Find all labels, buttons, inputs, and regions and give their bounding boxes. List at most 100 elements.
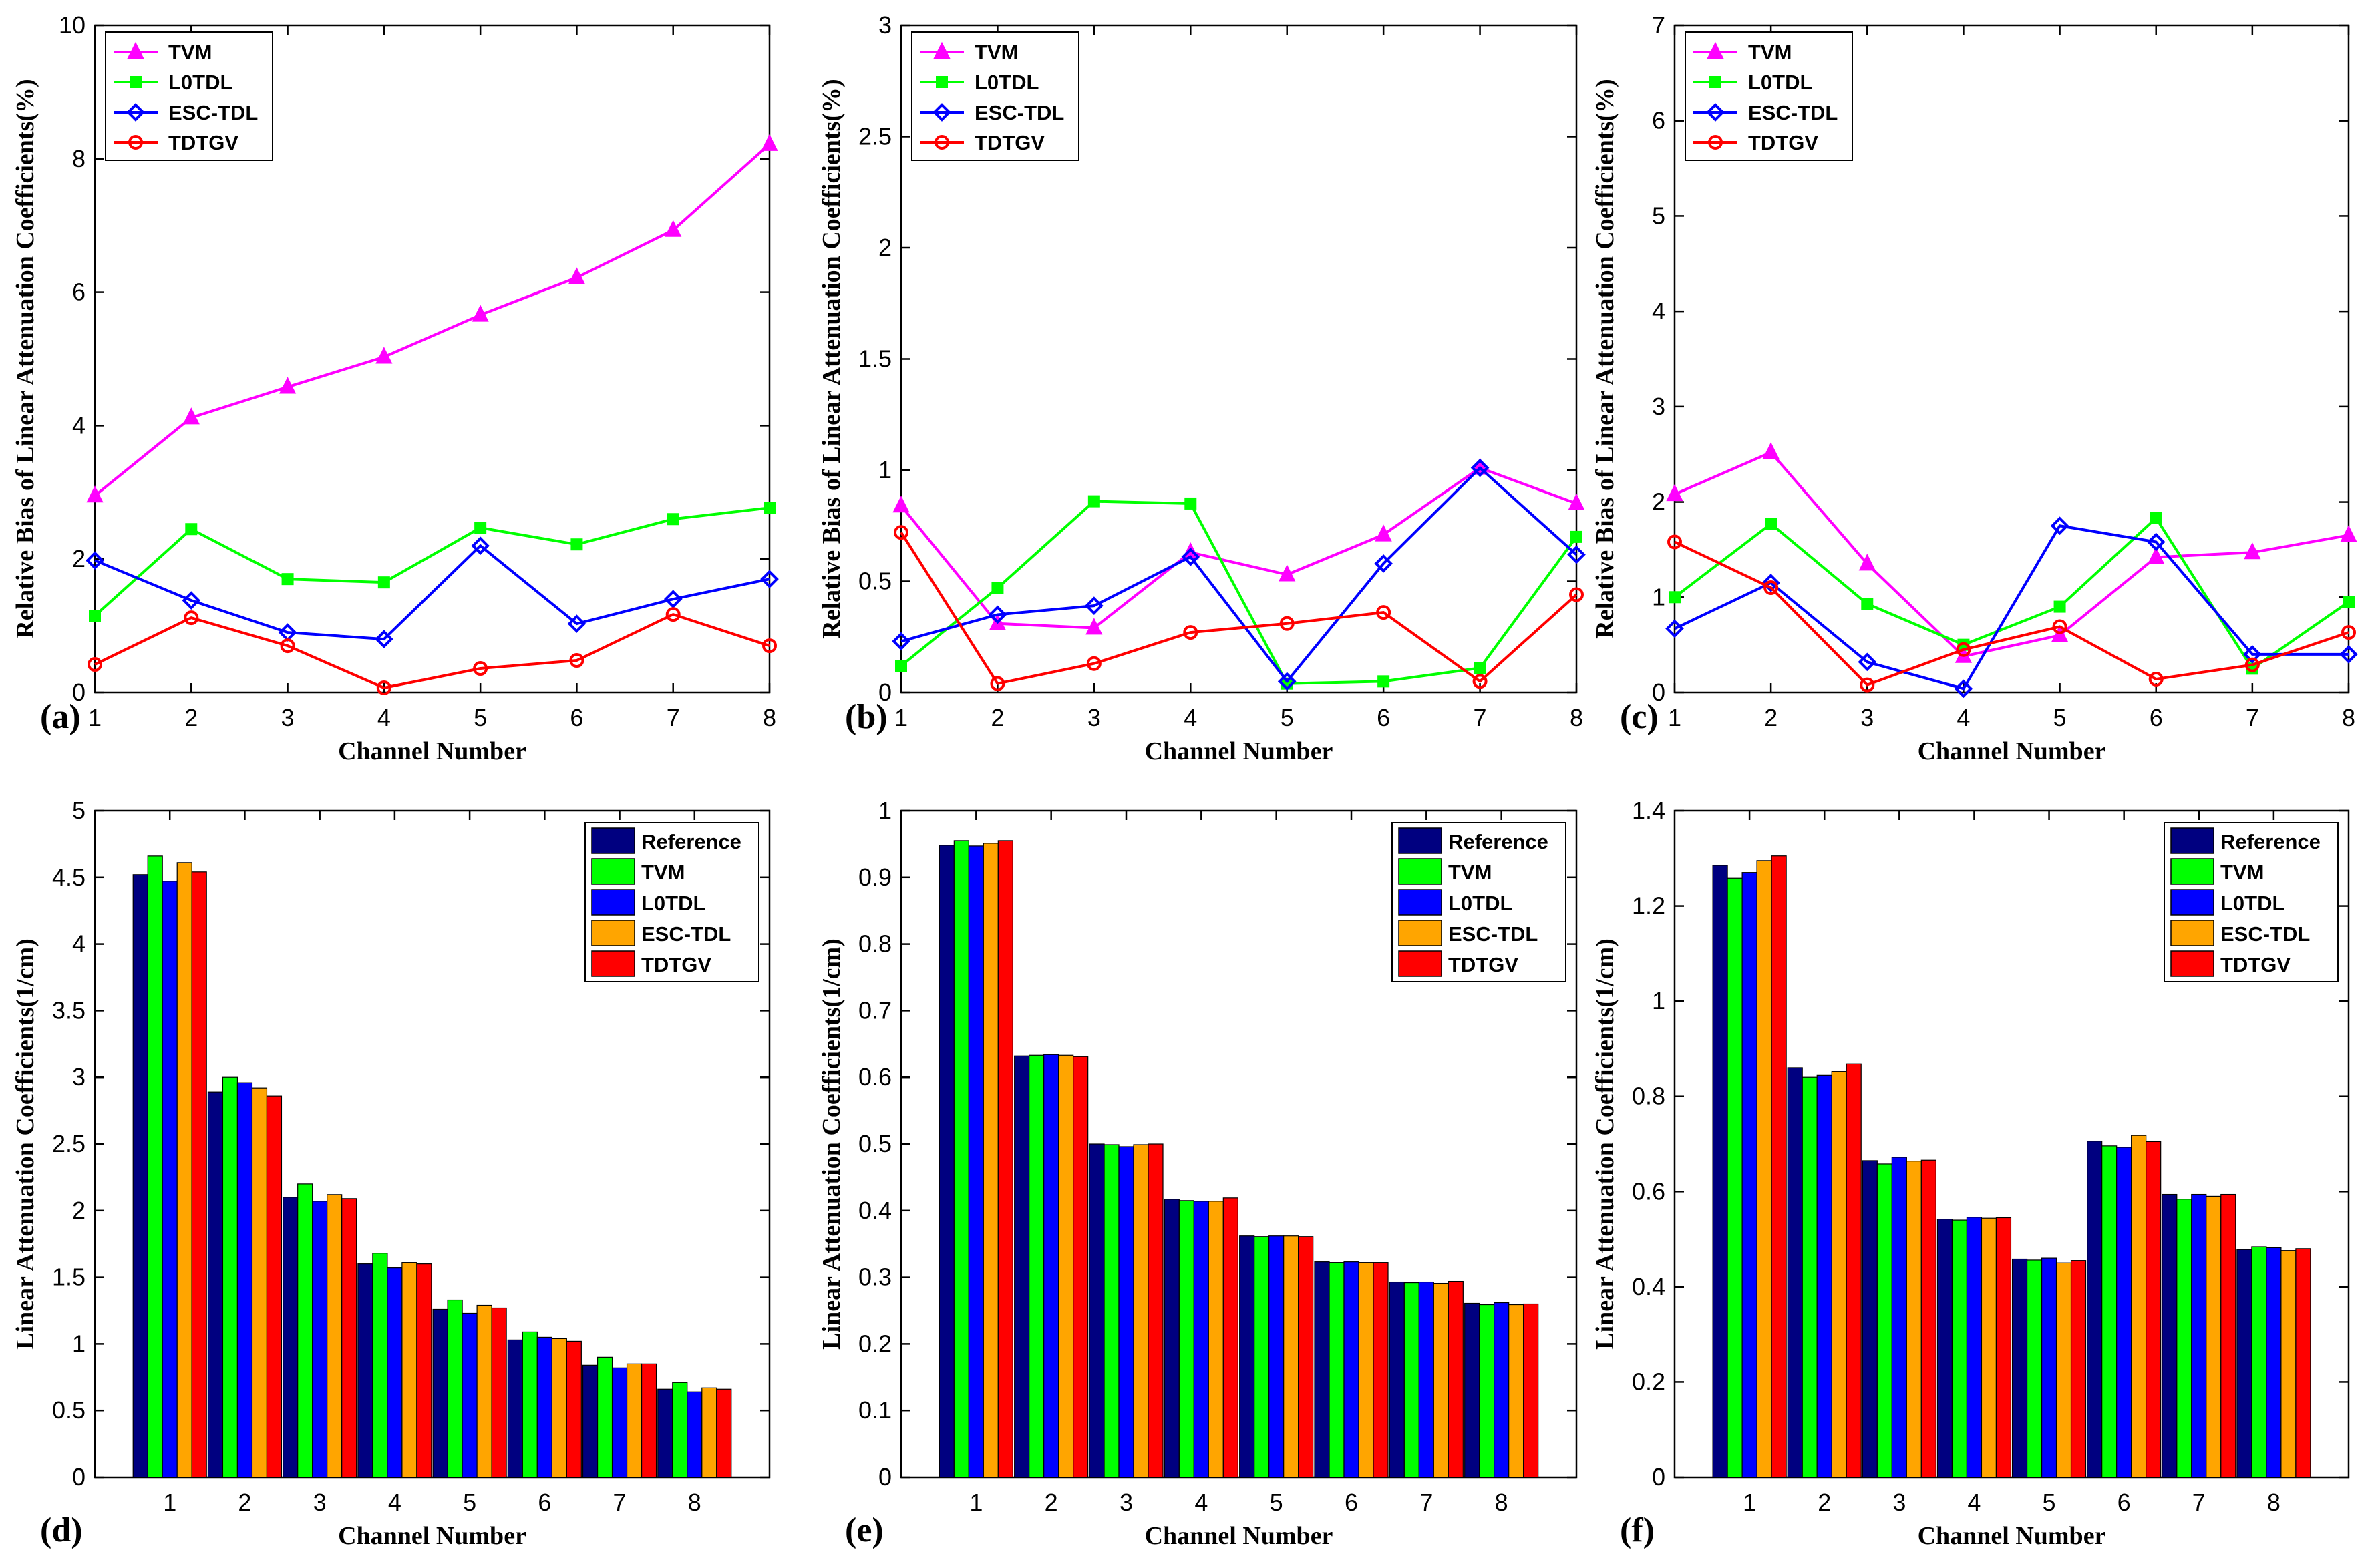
bar [626,1363,643,1478]
data-point [1085,618,1103,635]
bar [1846,1063,1862,1478]
legend-label: L0TDL [168,71,232,94]
data-point [665,607,681,622]
legend-label: ESC-TDL [1748,101,1838,124]
bar [1329,1262,1345,1478]
series-line [94,544,770,641]
data-point [568,267,586,284]
data-point [2148,672,2164,687]
legend-label: L0TDL [641,892,705,915]
bar [1523,1303,1539,1478]
y-tick-label: 0.6 [858,1063,892,1091]
data-point [279,377,297,394]
data-point [1762,442,1780,459]
bar [2236,1249,2252,1478]
x-tick-label: 1 [163,1489,176,1516]
bar [1239,1235,1255,1478]
legend-label: TVM [1748,41,1792,64]
series-tdtgv [88,607,777,696]
x-tick-label: 2 [184,704,198,731]
data-point [1666,483,1683,502]
data-point [1569,587,1584,602]
bar [2011,1258,2028,1478]
series-esc-tdl [1665,516,2358,699]
bar [507,1339,523,1478]
data-point [1954,679,1973,699]
legend-label: TDTGV [1748,131,1818,154]
bar [283,1197,299,1478]
data-point [1470,458,1490,477]
bar [1876,1163,1892,1478]
bar [1433,1282,1449,1478]
x-tick-label: 6 [2150,704,2163,731]
data-point [281,573,294,586]
x-tick-label: 4 [388,1489,401,1516]
bar [1193,1201,1209,1478]
x-tick-label: 2 [991,704,1004,731]
data-point [570,538,583,551]
bar [551,1338,567,1478]
x-tick-label: 3 [313,1489,327,1516]
bar-group [582,1356,657,1478]
bar [132,874,148,1478]
legend-item: TDTGV [591,950,711,977]
x-tick-label: 5 [1281,704,1294,731]
bar [536,1336,552,1478]
bar [1995,1217,2012,1478]
bar [1164,1199,1180,1478]
bar [1981,1217,1997,1478]
x-tick-label: 1 [969,1489,983,1516]
data-point [280,638,295,654]
bar [1133,1144,1149,1478]
x-axis-label: Channel Number [338,1522,526,1550]
data-point [762,638,777,654]
bar-group [1389,1280,1464,1478]
x-tick-label: 3 [1087,704,1101,731]
x-axis-label: Channel Number [1145,1522,1333,1550]
y-tick-label: 1 [1652,583,1665,610]
legend-swatch [2170,858,2214,885]
legend-marker [130,76,142,88]
y-tick-label: 5 [1652,202,1665,229]
bar [657,1388,673,1478]
bar [2295,1248,2311,1478]
bar [2026,1259,2043,1478]
data-point [2339,645,2358,664]
data-point [1861,598,1874,610]
series-line [900,532,1578,685]
x-tick-label: 4 [1957,704,1970,731]
legend-label: L0TDL [2220,892,2284,915]
y-tick-label: 0.8 [858,930,892,958]
y-tick-label: 0.4 [1632,1273,1665,1300]
y-tick-label: 0 [878,678,892,706]
legend-swatch [1398,950,1442,977]
y-axis-label: Linear Attenuation Coefficients(1/cm) [818,938,846,1350]
legend-swatch [1398,827,1442,854]
y-tick-label: 0.5 [858,568,892,595]
bar [522,1331,538,1478]
bar [1741,872,1757,1478]
data-point [2243,645,2262,664]
x-tick-label: 2 [1045,1489,1058,1516]
bar [327,1194,343,1478]
bar [447,1299,463,1478]
y-tick-label: 5 [72,797,86,824]
data-point [892,496,910,513]
legend: Reference TVM L0TDL ESC-TDL TDTGV [584,822,759,982]
y-tick-label: 2 [72,545,86,572]
data-point [991,582,1004,594]
legend-item: TDTGV [1398,950,1518,977]
bar [2220,1193,2236,1478]
legend-item: ESC-TDL [591,920,731,946]
y-tick-label: 0 [72,1463,86,1491]
bar [1712,865,1728,1478]
data-point [760,570,779,588]
x-axis-label: Channel Number [338,737,526,765]
bar [1104,1144,1120,1478]
bar-group [357,1253,432,1478]
bar [2041,1257,2057,1478]
bar [1418,1281,1434,1478]
legend-item: ESC-TDL [1693,101,1838,124]
bar [1389,1281,1405,1478]
